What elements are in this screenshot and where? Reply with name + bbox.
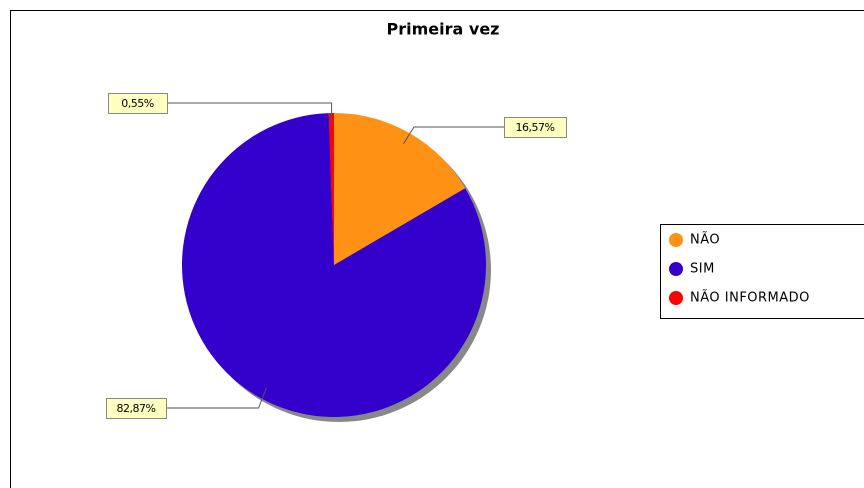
leader-line (403, 126, 504, 144)
legend-label: NÃO (690, 232, 720, 248)
legend-box (660, 224, 864, 319)
legend-label: NÃO INFORMADO (690, 290, 810, 306)
legend-marker (669, 291, 683, 305)
data-label: 0,55% (121, 97, 153, 110)
pie-slice (328, 113, 334, 265)
chart-title: Primeira vez (387, 20, 500, 39)
data-label: 82,87% (117, 402, 156, 415)
pie-slice (182, 113, 487, 418)
label-box (108, 93, 168, 114)
label-box (106, 398, 167, 419)
data-label: 16,57% (516, 121, 555, 134)
pie-slice (334, 113, 466, 265)
legend-label: SIM (690, 262, 715, 277)
legend-marker (669, 262, 683, 276)
leader-line (166, 387, 268, 409)
leader-line (167, 102, 333, 126)
label-box (504, 117, 567, 138)
legend-marker (669, 233, 683, 247)
